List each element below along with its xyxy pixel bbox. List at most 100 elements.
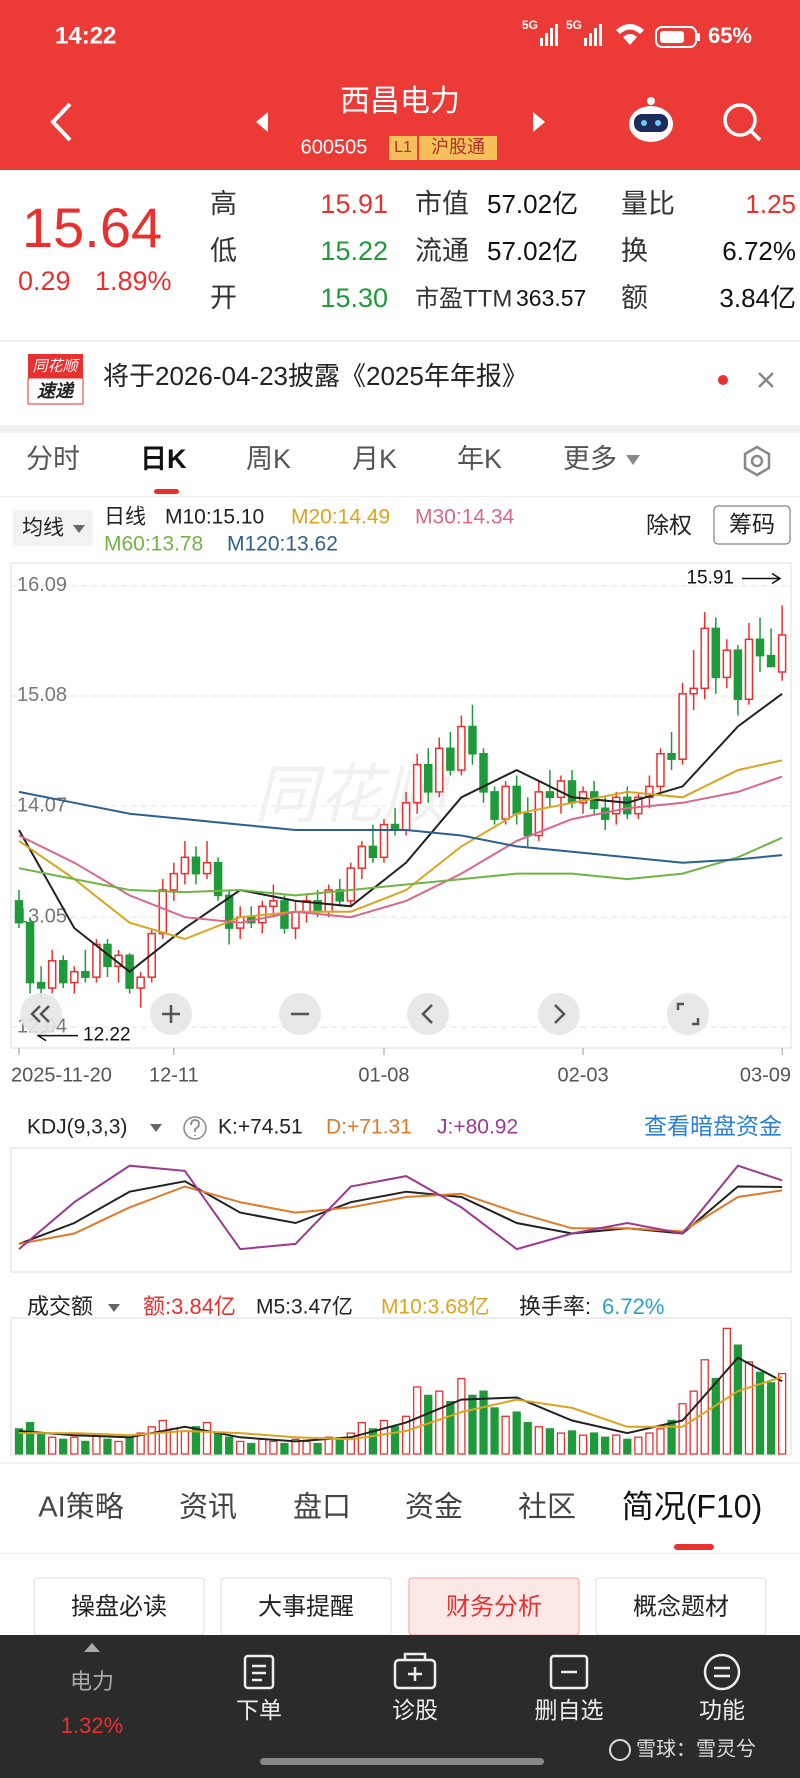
control-button[interactable]	[407, 993, 449, 1035]
quote-value: 15.30	[320, 283, 388, 313]
quote-label: 流通	[415, 236, 469, 266]
period-tab[interactable]: 分时	[26, 444, 80, 474]
candle-body	[556, 780, 566, 799]
volume-bar	[556, 1432, 566, 1455]
candle-body	[169, 872, 179, 891]
period-tab[interactable]: 日K	[140, 444, 187, 474]
status-time: 14:22	[55, 22, 116, 49]
candle-body	[36, 981, 46, 989]
nav-item[interactable]: 删自选	[535, 1697, 604, 1723]
badge-bg	[389, 136, 417, 160]
search-icon[interactable]	[723, 103, 762, 142]
news-close[interactable]	[758, 372, 774, 388]
candle-body	[468, 725, 477, 755]
news-text[interactable]: 将于2026-04-23披露《2025年年报》	[103, 361, 528, 391]
volume-bar	[512, 1411, 521, 1455]
nav-item[interactable]: 功能	[699, 1697, 745, 1723]
volume-bar	[368, 1428, 378, 1455]
candle-body	[335, 889, 344, 902]
detail-tab[interactable]: 资金	[405, 1491, 463, 1524]
kdj-title[interactable]: KDJ(9,3,3)	[27, 1116, 127, 1139]
candle-body	[81, 970, 90, 978]
legend-entry: D:+71.31	[326, 1116, 412, 1139]
robot-icon[interactable]	[629, 97, 673, 142]
candle-body	[567, 780, 577, 804]
candle-body	[545, 791, 555, 799]
home-indicator	[260, 1758, 544, 1765]
ma-line	[18, 775, 783, 924]
volume-bar	[545, 1428, 555, 1455]
legend-entry: J:+80.92	[437, 1116, 518, 1139]
detail-tab[interactable]: 资讯	[179, 1491, 237, 1524]
volume-bar	[70, 1436, 79, 1455]
chart-watermark: 同花顺	[254, 759, 456, 831]
x-tick-label: 03-09	[740, 1064, 791, 1086]
divider	[0, 496, 800, 497]
volume-bar	[280, 1442, 289, 1455]
tool-button-label: 操盘必读	[71, 1593, 167, 1620]
nav-item[interactable]: 诊股	[392, 1697, 438, 1723]
period-tab[interactable]: 年K	[457, 444, 502, 474]
period-tab[interactable]: 周K	[246, 444, 291, 474]
control-button[interactable]	[538, 993, 580, 1035]
ma-line	[18, 759, 783, 941]
next-stock[interactable]	[533, 112, 545, 132]
change-pct: 1.89%	[95, 266, 172, 296]
legend-entry: M20:14.49	[291, 506, 390, 529]
candle-body	[755, 638, 765, 657]
volume-bar	[302, 1440, 311, 1455]
fuquan[interactable]: 除权	[646, 512, 692, 538]
max-label: 15.91	[686, 568, 734, 589]
detail-tab[interactable]: 社区	[518, 1491, 576, 1524]
detail-tab[interactable]: 盘口	[293, 1491, 351, 1524]
up-arrow	[84, 1643, 100, 1652]
quote-label: 开	[210, 283, 237, 313]
candle-body	[689, 687, 698, 695]
badge-level: L1	[394, 139, 412, 156]
settings-icon[interactable]	[743, 445, 771, 477]
chips-button[interactable]	[713, 505, 791, 545]
y-tick-label: 16.09	[17, 574, 67, 596]
nav-item[interactable]: 下单	[236, 1697, 282, 1723]
control-button[interactable]	[667, 993, 709, 1035]
detail-tab[interactable]: 简况(F10)	[622, 1488, 762, 1524]
prev-stock[interactable]	[256, 112, 268, 132]
kdj-arrow	[150, 1124, 162, 1132]
nav-stock-name: 电力	[70, 1669, 114, 1694]
ma-arrow	[73, 525, 85, 533]
volume-bar	[634, 1436, 643, 1455]
volume-bar	[678, 1403, 687, 1455]
volume-bar	[213, 1432, 223, 1455]
quote-label: 额	[621, 283, 648, 313]
candle-body	[611, 796, 621, 815]
candle-body	[512, 785, 521, 815]
volume-bar	[14, 1428, 24, 1455]
detail-tab[interactable]: AI策略	[38, 1491, 123, 1524]
signal-icons	[540, 24, 700, 48]
detail-tabs: AI策略 资讯 盘口 资金 社区 简况(F10)	[38, 1488, 762, 1524]
settings-icon	[750, 454, 764, 468]
volume-bar	[92, 1434, 101, 1455]
max-arrow	[742, 572, 782, 585]
divider	[0, 340, 800, 342]
candle-body	[379, 823, 389, 859]
volume-title[interactable]: 成交额	[27, 1294, 93, 1319]
help-icon[interactable]	[183, 1116, 207, 1140]
candle-body	[457, 725, 466, 771]
ma-button[interactable]	[13, 510, 93, 546]
candle-body	[412, 763, 422, 804]
nav-items: 下单 诊股 删自选 功能	[236, 1697, 745, 1723]
min-label: 12.22	[83, 1025, 131, 1046]
period-tab[interactable]: 月K	[352, 444, 397, 474]
back-button[interactable]	[50, 102, 72, 142]
plot: 16.0915.0814.0713.0512.04同花顺15.9112.2220…	[11, 568, 791, 1455]
period-tab[interactable]: 更多	[563, 444, 617, 474]
candle-body	[269, 900, 278, 908]
nav-stock-pct: 1.32%	[61, 1713, 123, 1738]
kdj-link[interactable]: 查看暗盘资金	[644, 1113, 782, 1139]
news-dot	[718, 375, 728, 385]
x-tick-label: 2025-11-20	[11, 1064, 112, 1086]
candle-body	[401, 802, 411, 831]
volume-bar	[224, 1436, 234, 1455]
